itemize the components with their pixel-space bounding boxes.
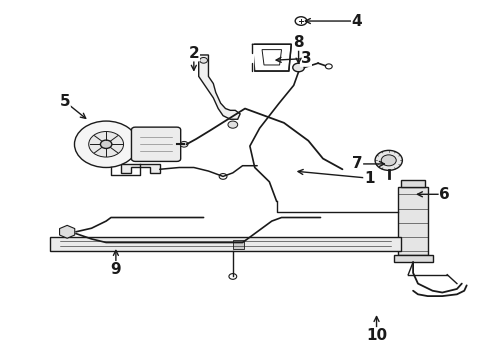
Circle shape [89,131,123,157]
Polygon shape [393,255,433,262]
FancyBboxPatch shape [131,127,181,161]
Bar [398,187,428,255]
Text: 7: 7 [352,157,363,171]
Text: 3: 3 [300,51,311,66]
Polygon shape [262,50,282,65]
Bar [401,180,425,187]
Circle shape [293,63,304,72]
Circle shape [381,155,396,166]
Text: 5: 5 [59,94,70,109]
Polygon shape [199,55,240,119]
Text: 6: 6 [440,187,450,202]
Circle shape [200,58,207,63]
Text: 1: 1 [364,171,374,186]
Polygon shape [121,164,160,173]
Circle shape [375,150,402,170]
Circle shape [180,141,188,147]
Circle shape [100,140,112,148]
Text: 4: 4 [352,14,363,28]
Circle shape [74,121,138,167]
Circle shape [228,121,238,128]
Text: 8: 8 [294,35,304,50]
Bar [50,237,401,251]
Text: 10: 10 [366,328,387,343]
Text: 2: 2 [189,46,199,61]
Bar [233,240,244,249]
Text: 9: 9 [111,262,121,277]
